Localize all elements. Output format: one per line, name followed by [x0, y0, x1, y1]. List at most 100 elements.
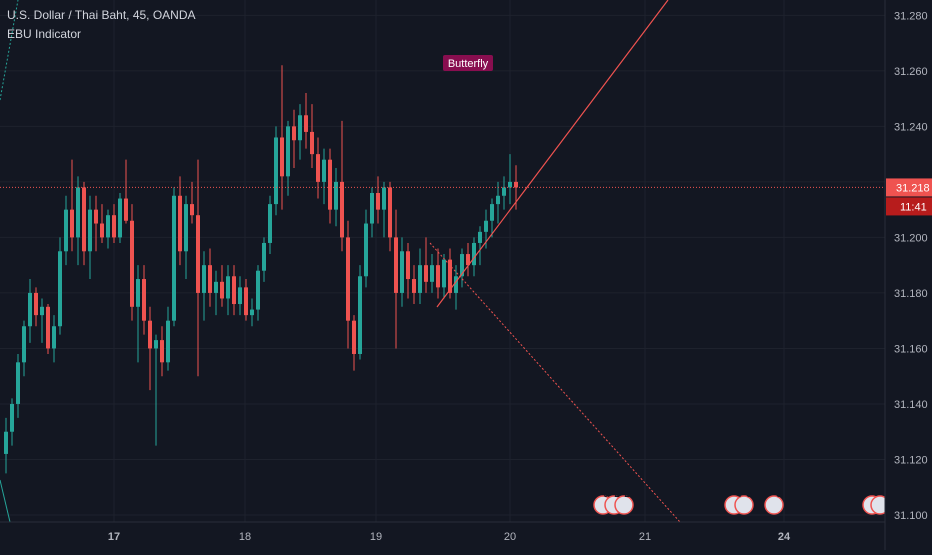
candle-body: [226, 276, 230, 299]
candle-body: [112, 215, 116, 238]
candle-body: [286, 126, 290, 177]
candle-body: [430, 265, 434, 282]
candle: [16, 353, 20, 418]
candle-body: [298, 115, 302, 141]
event-count-label: 9: [603, 489, 608, 499]
candle-body: [172, 195, 176, 321]
candle-body: [118, 198, 122, 238]
candle-body: [400, 251, 404, 293]
candle-body: [160, 340, 164, 363]
candle-body: [478, 231, 482, 243]
candle: [178, 176, 182, 266]
candle-body: [16, 362, 20, 404]
candle-body: [58, 251, 62, 327]
candle: [100, 204, 104, 243]
price-tick-label: 31.280: [894, 10, 928, 22]
pattern-leg-left-top: [0, 0, 19, 101]
candle-body: [82, 187, 86, 252]
candle-body: [274, 137, 278, 205]
candle-body: [208, 265, 212, 293]
candle-body: [328, 159, 332, 210]
candle: [412, 265, 416, 305]
event-count-label: 2: [624, 489, 629, 499]
candle-body: [370, 192, 374, 224]
candle: [220, 265, 224, 307]
candle: [298, 104, 302, 160]
candle: [28, 279, 32, 343]
candle: [256, 265, 260, 321]
candle: [238, 276, 242, 316]
candle-body: [184, 204, 188, 252]
candle-body: [40, 306, 44, 316]
candle-body: [88, 209, 92, 252]
butterfly-label-text: Butterfly: [448, 58, 489, 70]
candle: [310, 104, 314, 169]
candle: [232, 265, 236, 316]
candle-body: [388, 187, 392, 238]
candle: [454, 265, 458, 310]
candle: [172, 187, 176, 327]
butterfly-pattern: [0, 0, 885, 523]
candle: [154, 334, 158, 446]
candle: [148, 306, 152, 391]
candle-body: [502, 187, 506, 196]
candle: [382, 181, 386, 238]
candle: [436, 248, 440, 299]
candle-body: [352, 320, 356, 354]
candle-body: [496, 195, 500, 205]
candle: [316, 137, 320, 199]
candle: [394, 209, 398, 349]
candle-body: [166, 320, 170, 363]
event-flag-icon: [764, 495, 784, 515]
candle: [208, 248, 212, 307]
candle: [202, 251, 206, 321]
candle: [268, 195, 272, 255]
candle-body: [142, 279, 146, 321]
candle: [262, 237, 266, 282]
candle-body: [454, 276, 458, 293]
candle-body: [442, 259, 446, 288]
candle: [292, 109, 296, 169]
event-count-label: 4: [736, 489, 741, 499]
candle: [388, 181, 392, 252]
candle: [370, 187, 374, 238]
time-tick-label: 20: [504, 531, 516, 543]
candle-body: [418, 265, 422, 293]
candle-body: [70, 209, 74, 238]
candle-body: [436, 265, 440, 288]
candle: [184, 195, 188, 280]
candle: [352, 315, 356, 371]
candle: [58, 237, 62, 335]
last-price-tag: [886, 178, 932, 197]
candle: [142, 265, 146, 335]
candle-body: [484, 220, 488, 232]
candle: [118, 192, 122, 243]
candle: [424, 237, 428, 293]
price-tick-label: 31.160: [894, 343, 928, 355]
butterfly-label[interactable]: Butterfly: [443, 55, 493, 71]
candle: [94, 195, 98, 252]
candle-body: [466, 254, 470, 266]
candle: [406, 242, 410, 299]
price-tick-label: 31.140: [894, 399, 928, 411]
candle-body: [322, 159, 326, 182]
candle-body: [412, 279, 416, 293]
candle: [106, 209, 110, 249]
candle-body: [178, 195, 182, 252]
candle: [466, 242, 470, 277]
time-tick-label: 19: [370, 531, 382, 543]
chart-title[interactable]: U.S. Dollar / Thai Baht, 45, OANDA: [7, 8, 196, 22]
candle: [4, 417, 8, 474]
candle-body: [310, 131, 314, 155]
event-count-label: 2: [614, 489, 619, 499]
indicator-legend[interactable]: EBU Indicator: [7, 27, 82, 41]
candle-body: [304, 115, 308, 132]
candle-body: [292, 126, 296, 141]
candle: [346, 220, 350, 349]
price-tick-label: 31.120: [894, 454, 928, 466]
candle-body: [472, 242, 476, 266]
candle-body: [340, 181, 344, 238]
